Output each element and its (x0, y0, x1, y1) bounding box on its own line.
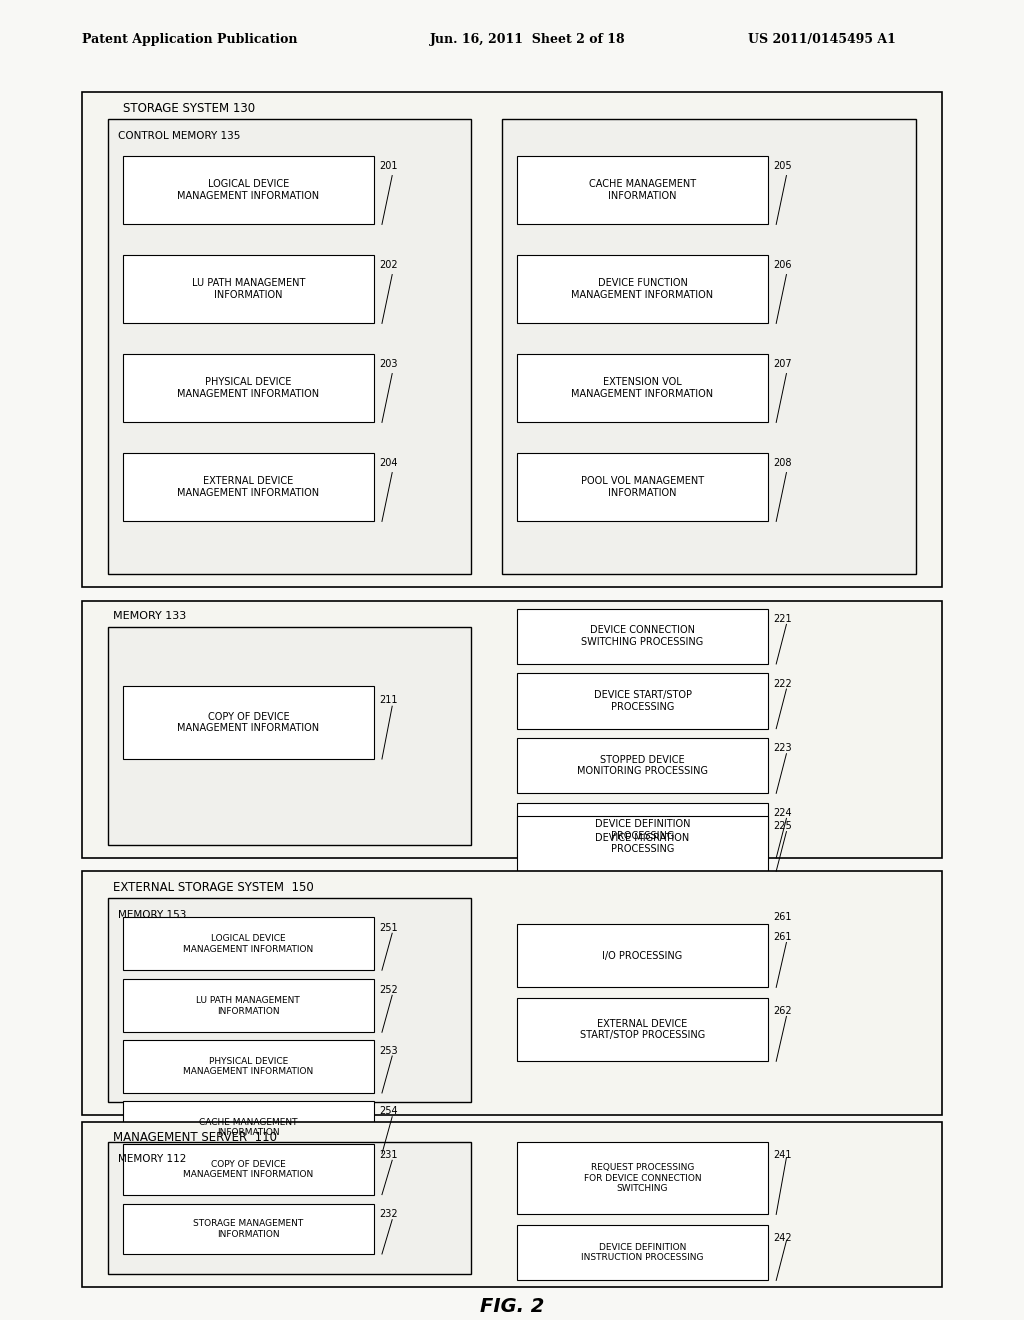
Text: STOPPED DEVICE
MONITORING PROCESSING: STOPPED DEVICE MONITORING PROCESSING (578, 755, 708, 776)
Text: MEMORY 133: MEMORY 133 (113, 611, 186, 622)
Text: DEVICE DEFINITION
PROCESSING: DEVICE DEFINITION PROCESSING (595, 820, 690, 841)
FancyBboxPatch shape (123, 255, 374, 323)
Text: I/O PROCESSING: I/O PROCESSING (602, 950, 683, 961)
Text: US 2011/0145495 A1: US 2011/0145495 A1 (748, 33, 895, 46)
FancyBboxPatch shape (123, 686, 374, 759)
FancyBboxPatch shape (123, 917, 374, 970)
Text: CACHE MANAGEMENT
INFORMATION: CACHE MANAGEMENT INFORMATION (199, 1118, 298, 1137)
FancyBboxPatch shape (517, 354, 768, 422)
Text: 211: 211 (379, 694, 397, 705)
FancyBboxPatch shape (82, 1122, 942, 1287)
Text: 208: 208 (773, 458, 792, 469)
Text: 206: 206 (773, 260, 792, 271)
Text: EXTERNAL STORAGE SYSTEM  150: EXTERNAL STORAGE SYSTEM 150 (113, 880, 313, 894)
Text: STORAGE SYSTEM 130: STORAGE SYSTEM 130 (123, 102, 255, 115)
Text: 241: 241 (773, 1150, 792, 1160)
Text: STORAGE MANAGEMENT
INFORMATION: STORAGE MANAGEMENT INFORMATION (194, 1220, 303, 1238)
FancyBboxPatch shape (123, 1040, 374, 1093)
Text: 223: 223 (773, 743, 792, 754)
FancyBboxPatch shape (517, 156, 768, 224)
Text: CACHE MANAGEMENT
INFORMATION: CACHE MANAGEMENT INFORMATION (589, 180, 696, 201)
Text: LU PATH MANAGEMENT
INFORMATION: LU PATH MANAGEMENT INFORMATION (197, 997, 300, 1015)
FancyBboxPatch shape (108, 898, 471, 1102)
FancyBboxPatch shape (517, 453, 768, 521)
Text: 221: 221 (773, 614, 792, 624)
Text: Jun. 16, 2011  Sheet 2 of 18: Jun. 16, 2011 Sheet 2 of 18 (430, 33, 626, 46)
FancyBboxPatch shape (108, 1142, 471, 1274)
Text: 205: 205 (773, 161, 792, 172)
Text: COPY OF DEVICE
MANAGEMENT INFORMATION: COPY OF DEVICE MANAGEMENT INFORMATION (183, 1160, 313, 1179)
Text: LOGICAL DEVICE
MANAGEMENT INFORMATION: LOGICAL DEVICE MANAGEMENT INFORMATION (177, 180, 319, 201)
Text: Patent Application Publication: Patent Application Publication (82, 33, 297, 46)
Text: FIG. 2: FIG. 2 (480, 1298, 544, 1316)
FancyBboxPatch shape (108, 627, 471, 845)
Text: 261: 261 (773, 932, 792, 942)
Text: 242: 242 (773, 1233, 792, 1243)
Text: EXTENSION VOL
MANAGEMENT INFORMATION: EXTENSION VOL MANAGEMENT INFORMATION (571, 378, 714, 399)
Text: MEMORY 153: MEMORY 153 (118, 909, 186, 920)
Text: LOGICAL DEVICE
MANAGEMENT INFORMATION: LOGICAL DEVICE MANAGEMENT INFORMATION (183, 935, 313, 953)
Text: 207: 207 (773, 359, 792, 370)
FancyBboxPatch shape (123, 156, 374, 224)
FancyBboxPatch shape (517, 924, 768, 987)
Text: EXTERNAL DEVICE
MANAGEMENT INFORMATION: EXTERNAL DEVICE MANAGEMENT INFORMATION (177, 477, 319, 498)
FancyBboxPatch shape (123, 1101, 374, 1154)
Text: 224: 224 (773, 808, 792, 818)
Text: COPY OF DEVICE
MANAGEMENT INFORMATION: COPY OF DEVICE MANAGEMENT INFORMATION (177, 711, 319, 734)
Text: 202: 202 (379, 260, 397, 271)
FancyBboxPatch shape (123, 1144, 374, 1195)
FancyBboxPatch shape (123, 354, 374, 422)
FancyBboxPatch shape (517, 816, 768, 871)
Text: 262: 262 (773, 1006, 792, 1016)
Text: 203: 203 (379, 359, 397, 370)
Text: PHYSICAL DEVICE
MANAGEMENT INFORMATION: PHYSICAL DEVICE MANAGEMENT INFORMATION (183, 1057, 313, 1076)
Text: DEVICE MIGRATION
PROCESSING: DEVICE MIGRATION PROCESSING (595, 833, 690, 854)
FancyBboxPatch shape (517, 673, 768, 729)
Text: 261: 261 (773, 912, 792, 923)
FancyBboxPatch shape (82, 601, 942, 858)
Text: 231: 231 (379, 1150, 397, 1160)
Text: DEVICE DEFINITION
INSTRUCTION PROCESSING: DEVICE DEFINITION INSTRUCTION PROCESSING (582, 1243, 703, 1262)
Text: 254: 254 (379, 1106, 397, 1117)
Text: 225: 225 (773, 821, 792, 832)
Text: 252: 252 (379, 985, 397, 995)
FancyBboxPatch shape (517, 609, 768, 664)
FancyBboxPatch shape (502, 119, 916, 574)
Text: MEMORY 112: MEMORY 112 (118, 1154, 186, 1164)
Text: LU PATH MANAGEMENT
INFORMATION: LU PATH MANAGEMENT INFORMATION (191, 279, 305, 300)
Text: POOL VOL MANAGEMENT
INFORMATION: POOL VOL MANAGEMENT INFORMATION (581, 477, 705, 498)
Text: 201: 201 (379, 161, 397, 172)
Text: DEVICE FUNCTION
MANAGEMENT INFORMATION: DEVICE FUNCTION MANAGEMENT INFORMATION (571, 279, 714, 300)
Text: CONTROL MEMORY 135: CONTROL MEMORY 135 (118, 131, 241, 141)
Text: 222: 222 (773, 678, 792, 689)
Text: DEVICE CONNECTION
SWITCHING PROCESSING: DEVICE CONNECTION SWITCHING PROCESSING (582, 626, 703, 647)
FancyBboxPatch shape (123, 979, 374, 1032)
Text: 251: 251 (379, 923, 397, 933)
Text: PHYSICAL DEVICE
MANAGEMENT INFORMATION: PHYSICAL DEVICE MANAGEMENT INFORMATION (177, 378, 319, 399)
FancyBboxPatch shape (517, 255, 768, 323)
Text: REQUEST PROCESSING
FOR DEVICE CONNECTION
SWITCHING: REQUEST PROCESSING FOR DEVICE CONNECTION… (584, 1163, 701, 1193)
FancyBboxPatch shape (517, 1225, 768, 1280)
Text: DEVICE START/STOP
PROCESSING: DEVICE START/STOP PROCESSING (594, 690, 691, 711)
FancyBboxPatch shape (123, 1204, 374, 1254)
FancyBboxPatch shape (82, 871, 942, 1115)
FancyBboxPatch shape (108, 119, 471, 574)
FancyBboxPatch shape (517, 1142, 768, 1214)
FancyBboxPatch shape (517, 998, 768, 1061)
FancyBboxPatch shape (123, 453, 374, 521)
Text: 204: 204 (379, 458, 397, 469)
Text: 232: 232 (379, 1209, 397, 1220)
Text: MANAGEMENT SERVER  110: MANAGEMENT SERVER 110 (113, 1131, 276, 1144)
FancyBboxPatch shape (517, 803, 768, 858)
Text: 253: 253 (379, 1045, 397, 1056)
Text: EXTERNAL DEVICE
START/STOP PROCESSING: EXTERNAL DEVICE START/STOP PROCESSING (580, 1019, 706, 1040)
FancyBboxPatch shape (82, 92, 942, 587)
FancyBboxPatch shape (517, 738, 768, 793)
